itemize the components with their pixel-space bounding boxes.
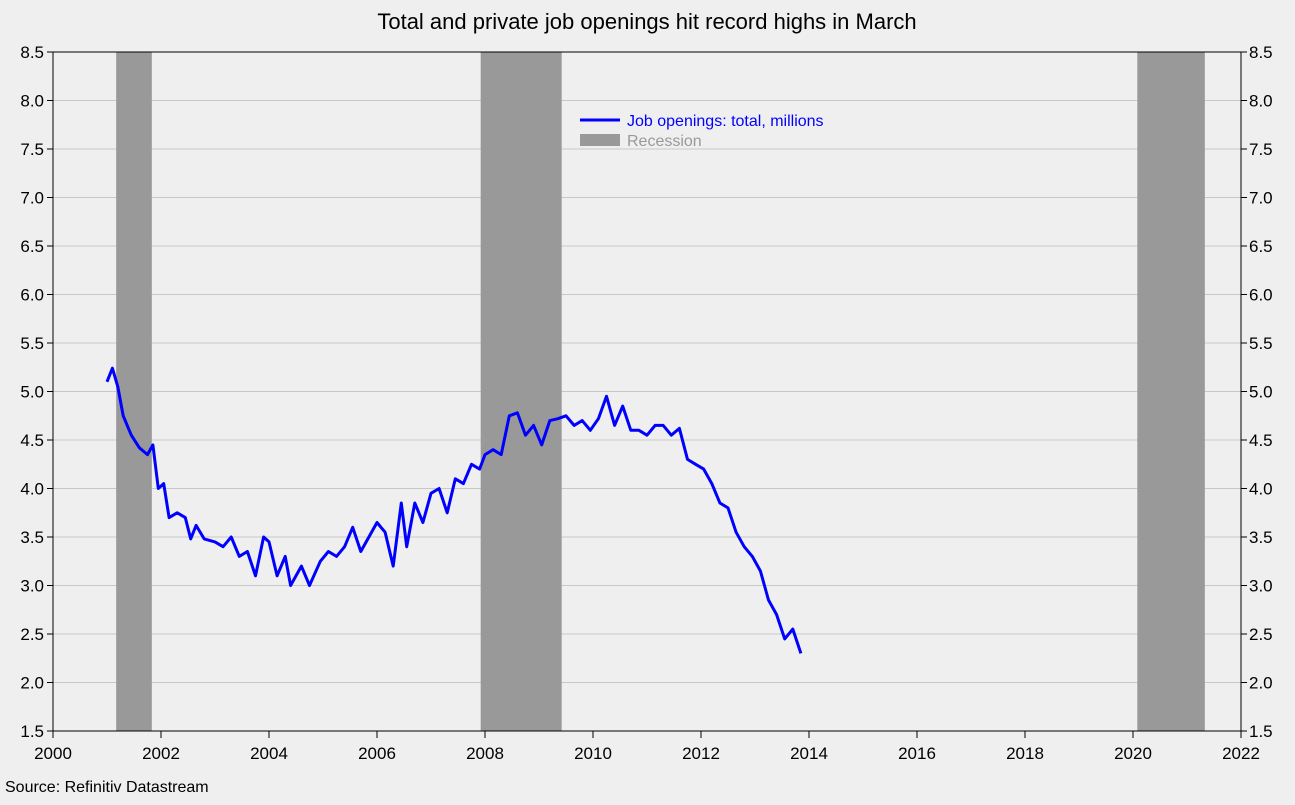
y-tick-label-right: 8.0: [1249, 92, 1273, 111]
x-tick-label: 2022: [1222, 744, 1260, 763]
y-tick-label-left: 3.0: [20, 577, 44, 596]
y-tick-label-left: 5.5: [20, 334, 44, 353]
y-tick-label-right: 4.5: [1249, 431, 1273, 450]
y-axis-left: 1.5 2.0 2.5 3.0 3.5 4.0 4.5 5.0 5.5 6.0 6.5 7.0 7.5 8…: [20, 43, 53, 741]
y-tick-label-right: 8.5: [1249, 43, 1273, 62]
y-tick-label-left: 3.5: [20, 528, 44, 547]
y-axis-right: 1.5 2.0 2.5 3.0 3.5 4.0 4.5 5.0 5.5 6.0 6.5 7.0 7.5 8…: [1241, 43, 1273, 741]
y-tick-label-left: 7.5: [20, 140, 44, 159]
x-tick-label: 2006: [358, 744, 396, 763]
x-tick-label: 2004: [250, 744, 288, 763]
y-tick-label-right: 7.5: [1249, 140, 1273, 159]
y-tick-label-right: 2.0: [1249, 674, 1273, 693]
x-tick-label: 2010: [574, 744, 612, 763]
x-tick-label: 2000: [34, 744, 72, 763]
y-tick-label-left: 8.5: [20, 43, 44, 62]
y-tick-label-right: 1.5: [1249, 722, 1273, 741]
y-tick-label-right: 5.5: [1249, 334, 1273, 353]
y-tick-label-right: 3.0: [1249, 577, 1273, 596]
legend-swatch: [580, 134, 620, 146]
recession-bands: [116, 52, 1205, 731]
y-tick-label-right: 4.0: [1249, 480, 1273, 499]
recession-band: [116, 52, 152, 731]
y-tick-label-left: 2.0: [20, 674, 44, 693]
source-note: Source: Refinitiv Datastream: [5, 779, 209, 796]
x-tick-label: 2014: [790, 744, 828, 763]
x-tick-label: 2016: [898, 744, 936, 763]
x-tick-label: 2018: [1006, 744, 1044, 763]
chart-title: Total and private job openings hit recor…: [377, 9, 916, 34]
y-tick-label-left: 4.5: [20, 431, 44, 450]
y-tick-label-right: 6.0: [1249, 286, 1273, 305]
x-axis: 2000 2002 2004 2006 2008 2010 2012 2014 2016 2018…: [34, 731, 1260, 763]
y-tick-label-right: 5.0: [1249, 383, 1273, 402]
recession-band: [1137, 52, 1205, 731]
y-tick-label-right: 6.5: [1249, 237, 1273, 256]
y-tick-label-left: 2.5: [20, 625, 44, 644]
y-tick-label-left: 7.0: [20, 189, 44, 208]
y-tick-label-left: 6.5: [20, 237, 44, 256]
legend: Job openings: total, millions Recession: [580, 113, 824, 150]
y-tick-label-right: 2.5: [1249, 625, 1273, 644]
y-tick-label-left: 1.5: [20, 722, 44, 741]
y-tick-label-left: 5.0: [20, 383, 44, 402]
y-tick-label-left: 6.0: [20, 286, 44, 305]
y-tick-label-left: 4.0: [20, 480, 44, 499]
recession-band: [480, 52, 562, 731]
y-tick-label-right: 3.5: [1249, 528, 1273, 547]
x-tick-label: 2020: [1114, 744, 1152, 763]
series-line: [105, 366, 803, 654]
legend-label: Job openings: total, millions: [627, 113, 824, 130]
x-tick-label: 2002: [142, 744, 180, 763]
x-tick-label: 2008: [466, 744, 504, 763]
series-lines: [105, 366, 803, 654]
legend-label: Recession: [627, 133, 702, 150]
x-tick-label: 2012: [682, 744, 720, 763]
y-tick-label-right: 7.0: [1249, 189, 1273, 208]
y-tick-label-left: 8.0: [20, 92, 44, 111]
